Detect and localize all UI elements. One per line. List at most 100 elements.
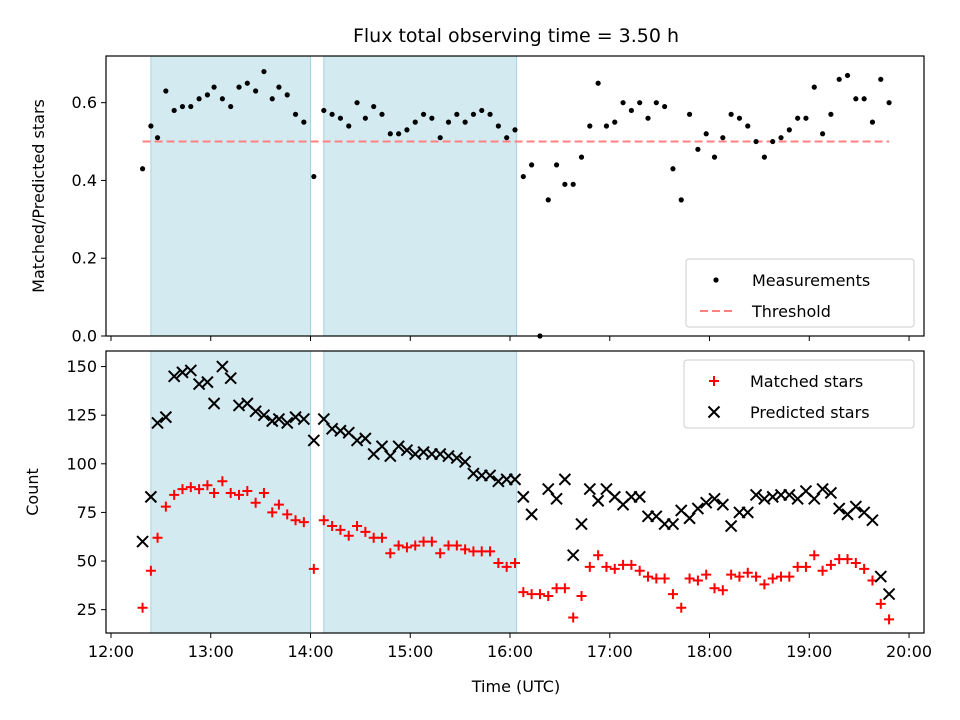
legend: Measurements Threshold [685, 258, 915, 328]
measurement-point [745, 123, 751, 129]
matched-stars-point [859, 563, 870, 574]
measurement-point [504, 135, 510, 141]
predicted-stars-point [633, 490, 646, 504]
observing-window-shade [150, 55, 311, 337]
matched-stars-point [559, 583, 570, 594]
matched-stars-point [667, 589, 678, 600]
matched-stars-point [273, 499, 284, 510]
matched-stars-point [543, 591, 554, 602]
predicted-stars-point [724, 519, 738, 533]
legend-label: Predicted stars [750, 403, 870, 422]
measurement-point [321, 107, 327, 114]
predicted-stars-point [359, 432, 372, 445]
predicted-stars-point [517, 490, 530, 504]
measurement-point [148, 123, 154, 129]
measurement-point [753, 138, 759, 145]
measurement-point [387, 131, 393, 137]
measurement-point [454, 111, 460, 117]
measurement-point [228, 103, 234, 110]
measurement-point [154, 135, 161, 141]
chart-title: Flux total observing time = 3.50 h [353, 25, 679, 47]
predicted-stars-point [525, 508, 538, 521]
matched-stars-point [242, 486, 253, 497]
legend-box [685, 258, 915, 328]
matched-stars-point [593, 550, 604, 561]
matched-stars-point [842, 554, 853, 565]
measurement-point [520, 173, 526, 180]
predicted-stars-point [566, 548, 580, 562]
measurement-point [171, 107, 177, 114]
measurement-point [578, 154, 585, 160]
predicted-stars-point [708, 492, 721, 506]
y-tick-label: 150 [66, 357, 97, 376]
measurement-point [420, 111, 427, 117]
predicted-stars-point [249, 405, 262, 418]
predicted-stars-point [159, 410, 173, 424]
top-panel: 0.0 0.2 0.4 0.6 Measurements Threshold [72, 55, 925, 346]
matched-stars-point [352, 521, 363, 532]
predicted-stars-point [508, 473, 522, 486]
measurement-point [545, 197, 551, 203]
predicted-stars-point [207, 397, 221, 410]
matched-stars-point [518, 587, 529, 598]
matched-stars-point [169, 489, 180, 500]
measurement-point [396, 131, 402, 137]
matched-stars-point [460, 544, 471, 555]
predicted-stars-point [216, 360, 229, 373]
measurement-point [620, 100, 626, 106]
y-tick-label: 125 [66, 406, 97, 425]
predicted-stars-point [450, 451, 464, 465]
matched-stars-point [318, 515, 329, 526]
predicted-stars-point [400, 443, 414, 457]
predicted-stars-point [297, 412, 311, 426]
measurement-point [204, 92, 211, 98]
measurement-point [346, 123, 352, 129]
measurement-point [587, 123, 593, 129]
matched-stars-point [327, 521, 338, 532]
measurement-point [495, 123, 501, 129]
measurement-point [292, 111, 299, 117]
matched-stars-point [717, 585, 728, 596]
matched-stars-point [290, 515, 301, 526]
measurement-point [462, 119, 468, 125]
measurement-point [686, 111, 693, 117]
measurement-point [886, 100, 892, 106]
matched-stars-point [258, 487, 269, 498]
measurement-point [637, 100, 643, 106]
matched-stars-point [676, 602, 687, 613]
measurement-point [878, 76, 884, 82]
predicted-stars-point [866, 513, 879, 527]
x-tick-label: 16:00 [487, 642, 533, 661]
measurement-point [379, 111, 385, 117]
y-tick-label: 100 [66, 454, 97, 473]
predicted-stars-point [882, 587, 896, 601]
measurement-point [844, 72, 851, 79]
measurement-point [179, 103, 186, 110]
predicted-stars-point [716, 498, 730, 511]
predicted-stars-point [550, 492, 563, 506]
matched-stars-point [145, 565, 156, 576]
measurement-point [811, 84, 817, 90]
matched-stars-point [217, 476, 228, 487]
matched-stars-point [825, 559, 836, 570]
predicted-stars-point [458, 455, 472, 469]
measurement-point [437, 135, 443, 141]
matched-stars-point [584, 561, 595, 572]
predicted-stars-point [201, 375, 214, 389]
x-tick-label: 13:00 [188, 642, 234, 661]
measurement-point [261, 68, 267, 75]
predicted-stars-point [151, 416, 164, 430]
matched-stars-point [282, 509, 293, 520]
matched-stars-point [451, 540, 462, 551]
matched-stars-point [360, 526, 371, 537]
matched-stars-point [692, 575, 703, 586]
x-axis-label: Time (UTC) [471, 677, 560, 696]
measurement-point [678, 197, 684, 203]
predicted-stars-point [874, 570, 887, 583]
measurement-point [720, 135, 726, 141]
predicted-stars-point [575, 517, 588, 531]
measurement-point [853, 96, 859, 102]
x-tick-label: 18:00 [686, 642, 732, 661]
x-tick-label: 15:00 [387, 642, 433, 661]
measurement-point [219, 96, 225, 102]
